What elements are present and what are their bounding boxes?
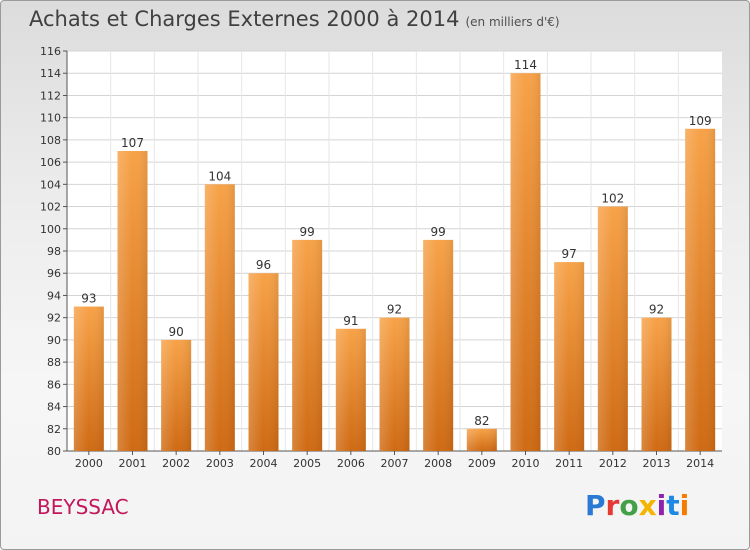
chart-title: Achats et Charges Externes 2000 à 2014 (e… (29, 7, 560, 31)
x-tick-label: 2013 (643, 457, 671, 470)
data-label: 99 (300, 225, 315, 239)
bar-shine (423, 239, 454, 451)
data-label: 92 (387, 303, 402, 317)
y-tick-label: 102 (40, 201, 61, 214)
place-name: BEYSSAC (37, 495, 129, 519)
data-label: 99 (431, 225, 446, 239)
data-label: 107 (121, 136, 144, 150)
y-tick-label: 108 (40, 134, 61, 147)
bar-shine (597, 206, 628, 451)
x-tick-label: 2007 (381, 457, 409, 470)
bar-shine (335, 328, 366, 451)
y-tick-label: 100 (40, 223, 61, 236)
x-tick-label: 2002 (162, 457, 190, 470)
logo-letter: x (638, 489, 657, 522)
logo-letter: o (619, 489, 639, 522)
x-tick-label: 2010 (512, 457, 540, 470)
x-tick-label: 2003 (206, 457, 234, 470)
y-tick-label: 114 (40, 67, 61, 80)
logo-letter: i (656, 489, 667, 522)
proxiti-logo[interactable]: Proxiti (585, 489, 689, 522)
bar-shine (204, 184, 235, 452)
data-label: 93 (81, 292, 96, 306)
x-tick-label: 2005 (293, 457, 321, 470)
data-label: 109 (689, 114, 712, 128)
chart-subtitle: (en milliers d'€) (465, 15, 560, 29)
x-tick-label: 2014 (686, 457, 714, 470)
y-tick-label: 84 (47, 401, 61, 414)
bar-shine (641, 317, 672, 451)
data-label: 102 (601, 192, 624, 206)
data-label: 82 (474, 414, 489, 428)
y-tick-label: 80 (47, 445, 61, 458)
bar-shine (466, 428, 497, 451)
x-tick-label: 2004 (250, 457, 278, 470)
x-tick-label: 2001 (119, 457, 147, 470)
bar-shine (161, 339, 192, 451)
bar-shine (248, 273, 279, 451)
logo-letter: t (666, 489, 680, 522)
y-tick-label: 94 (47, 289, 61, 302)
data-label: 114 (514, 58, 537, 72)
y-tick-label: 92 (47, 312, 61, 325)
logo-letter: P (585, 489, 606, 522)
bar-shine (685, 128, 716, 451)
bar-layer: 93 107 90 104 96 99 91 92 99 82 114 97 102 92 109 (73, 58, 716, 452)
y-tick-label: 96 (47, 267, 61, 280)
x-tick-label: 2000 (75, 457, 103, 470)
y-tick-label: 112 (40, 89, 61, 102)
data-label: 96 (256, 258, 271, 272)
title-text: Achats et Charges Externes 2000 à 2014 (29, 7, 460, 31)
x-tick-label: 2009 (468, 457, 496, 470)
bar-shine (379, 317, 410, 451)
data-label: 91 (343, 314, 358, 328)
x-tick-label: 2012 (599, 457, 627, 470)
data-label: 90 (169, 325, 184, 339)
bar-shine (510, 73, 541, 451)
bar-shine (292, 239, 323, 451)
y-tick-label: 104 (40, 178, 61, 191)
logo-letter: r (605, 489, 620, 522)
x-tick-label: 2006 (337, 457, 365, 470)
y-tick-label: 90 (47, 334, 61, 347)
axis-layer: 80 82 84 86 88 90 92 94 96 98 100 102 104 106 108 110 11… (40, 45, 722, 470)
y-tick-label: 98 (47, 245, 61, 258)
y-tick-label: 116 (40, 45, 61, 58)
x-tick-label: 2011 (555, 457, 583, 470)
y-tick-label: 86 (47, 378, 61, 391)
y-tick-label: 88 (47, 356, 61, 369)
x-tick-label: 2008 (424, 457, 452, 470)
y-tick-label: 82 (47, 423, 61, 436)
data-label: 104 (208, 169, 231, 183)
data-label: 97 (562, 247, 577, 261)
bar-shine (117, 151, 148, 451)
data-label: 92 (649, 303, 664, 317)
logo-letter: i (679, 489, 690, 522)
bar-shine (73, 306, 104, 451)
y-tick-label: 110 (40, 112, 61, 125)
y-tick-label: 106 (40, 156, 61, 169)
bar-shine (554, 262, 585, 451)
